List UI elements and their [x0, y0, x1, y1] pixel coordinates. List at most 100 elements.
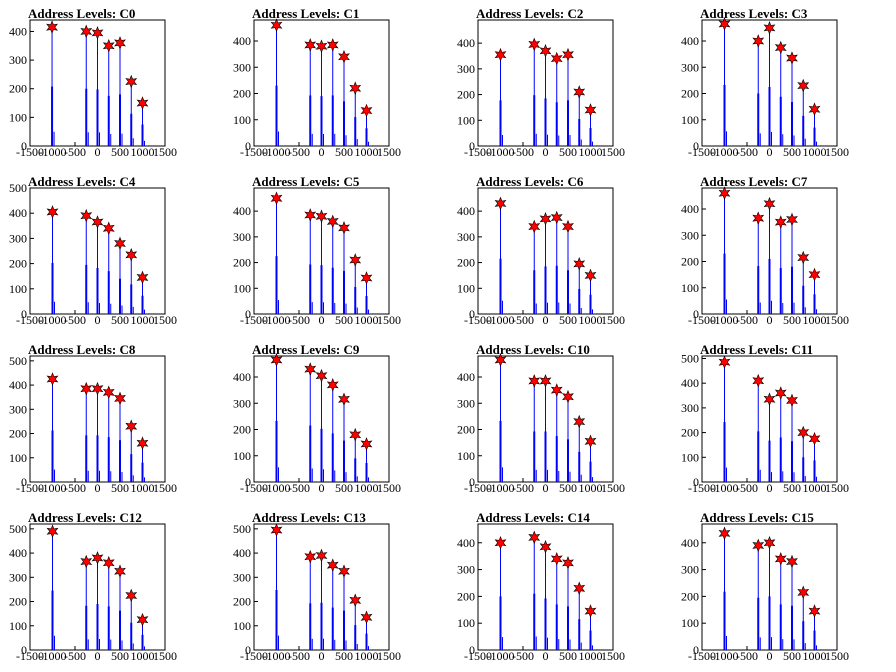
histogram-bar — [119, 610, 121, 650]
y-tick-label: 300 — [681, 563, 699, 577]
peak-star-marker — [315, 209, 328, 224]
x-tick-label: -1500 — [688, 145, 716, 159]
y-tick-label: 100 — [457, 616, 475, 630]
histogram-bar — [589, 294, 592, 314]
peak-star-marker — [80, 24, 93, 39]
x-tick-label: -1500 — [16, 145, 44, 159]
x-tick-label: -500 — [736, 481, 758, 495]
x-tick-label: -1500 — [688, 313, 716, 327]
peak-star-marker — [573, 257, 586, 271]
x-tick-label: -1000 — [711, 481, 739, 495]
y-tick-label: 400 — [681, 376, 699, 390]
histogram-bar — [51, 590, 54, 650]
peak-star-marker — [494, 535, 507, 550]
histogram-bar — [119, 94, 121, 146]
peak-star-marker — [763, 21, 776, 35]
peak-star-marker — [315, 368, 328, 383]
y-tick-label: 200 — [233, 423, 251, 437]
histogram-bar — [791, 102, 793, 146]
histogram-bar — [555, 265, 558, 314]
y-tick-label: 200 — [681, 426, 699, 440]
y-tick-label: 200 — [681, 589, 699, 603]
x-tick-label: 0 — [767, 313, 773, 327]
y-tick-label: 400 — [681, 536, 699, 550]
x-tick-label: -500 — [288, 313, 310, 327]
peak-star-marker — [584, 434, 597, 449]
x-tick-label: 1000 — [131, 313, 155, 327]
y-tick-label: 400 — [681, 202, 699, 216]
histogram-bar — [130, 622, 133, 650]
histogram-bar — [544, 598, 547, 650]
histogram-bar — [578, 619, 581, 650]
x-tick-label: -500 — [64, 145, 86, 159]
y-tick-label: 300 — [681, 60, 699, 74]
peak-star-marker — [539, 374, 552, 388]
y-tick-label: 100 — [457, 281, 475, 295]
y-tick-label: 100 — [457, 449, 475, 463]
y-tick-label: 300 — [9, 570, 27, 584]
histogram-bar — [320, 265, 323, 314]
peak-star-marker — [360, 103, 373, 118]
x-tick-label: 0 — [95, 481, 101, 495]
x-tick-label: 1000 — [131, 145, 155, 159]
x-tick-label: 500 — [559, 313, 577, 327]
histogram-bar — [309, 425, 312, 482]
histogram-bar — [533, 270, 536, 314]
x-tick-label: 0 — [543, 649, 549, 663]
peak-star-marker — [752, 373, 765, 388]
peak-star-marker — [786, 393, 798, 408]
histogram-bar — [141, 124, 144, 146]
y-tick-label: 100 — [457, 113, 475, 127]
histogram-bar — [768, 86, 771, 146]
x-tick-label: 500 — [559, 649, 577, 663]
y-tick-label: 200 — [9, 595, 27, 609]
peak-star-marker — [808, 102, 821, 117]
chart-panel: Address Levels: C7 0 100 200 300 400 -1500 -100… — [672, 168, 896, 336]
y-tick-label: 100 — [233, 449, 251, 463]
peak-star-marker — [125, 74, 138, 89]
peak-star-marker — [80, 208, 93, 223]
peak-star-marker — [315, 39, 328, 54]
chart-svg: Address Levels: C0 0 100 200 300 400 -1500-100… — [9, 6, 177, 159]
x-tick-label: 0 — [319, 481, 325, 495]
y-tick-label: 0 — [21, 307, 27, 321]
x-tick-label: 1000 — [355, 649, 379, 663]
chart-title: Address Levels: C11 — [700, 342, 813, 357]
peak-star-marker — [349, 253, 362, 267]
x-tick-label: -1000 — [39, 313, 67, 327]
x-tick-label: 1000 — [131, 649, 155, 663]
histogram-bar — [555, 604, 558, 650]
x-tick-label: 0 — [95, 313, 101, 327]
histogram-bar — [813, 460, 816, 482]
histogram-bar — [51, 262, 54, 314]
y-tick-label: 0 — [693, 475, 699, 489]
histogram-bar — [533, 593, 536, 650]
x-tick-label: -1000 — [711, 649, 739, 663]
histogram-bar — [320, 96, 323, 146]
histogram-bar — [757, 431, 760, 482]
histogram-bar — [354, 117, 357, 146]
x-tick-label: 1500 — [825, 313, 849, 327]
histogram-bar — [802, 621, 805, 650]
x-tick-label: 500 — [559, 481, 577, 495]
y-tick-label: 0 — [693, 643, 699, 657]
chart-title: Address Levels: C8 — [28, 342, 136, 357]
histogram-bar — [309, 264, 312, 314]
histogram-bar — [589, 461, 592, 482]
y-tick-label: 500 — [9, 354, 27, 368]
peak-star-marker — [774, 215, 787, 229]
chart-title: Address Levels: C15 — [700, 510, 814, 525]
histogram-bar — [567, 439, 569, 482]
peak-star-marker — [774, 552, 787, 566]
x-tick-label: 500 — [783, 313, 801, 327]
peak-star-marker — [573, 581, 586, 596]
histogram-bar — [275, 256, 278, 314]
x-tick-label: 1000 — [355, 481, 379, 495]
y-tick-label: 200 — [233, 256, 251, 270]
chart-panel: Address Levels: C6 0 100 200 300 400 -1500 -100… — [448, 168, 672, 336]
x-tick-label: -500 — [512, 649, 534, 663]
chart-title: Address Levels: C3 — [700, 6, 808, 21]
x-tick-label: 500 — [783, 649, 801, 663]
x-tick-label: -500 — [736, 649, 758, 663]
chart-svg: Address Levels: C6 0 100 200 300 400 -1500-100… — [457, 174, 625, 327]
